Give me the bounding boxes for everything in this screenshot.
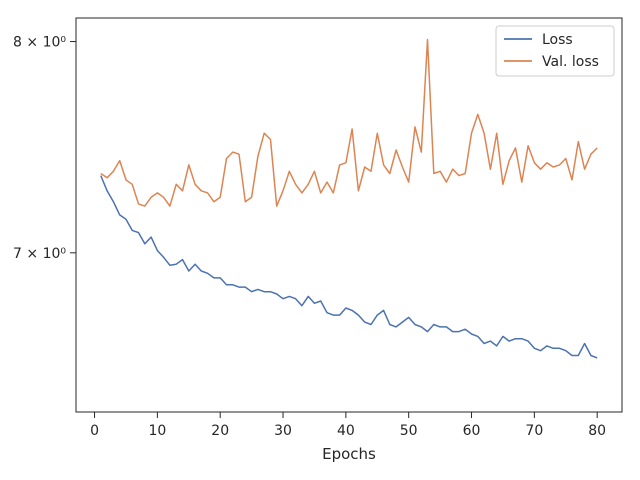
x-tick-label: 60 (463, 423, 481, 439)
x-tick-label: 10 (148, 423, 166, 439)
legend-label-1: Loss (542, 32, 573, 48)
series-layer (100, 38, 598, 359)
x-tick-label: 70 (525, 423, 543, 439)
legend-label-2: Val. loss (542, 54, 599, 70)
y-tick-label: 8 × 10⁰ (13, 35, 66, 51)
x-tick-label: 80 (588, 423, 606, 439)
x-tick-label: 30 (274, 423, 292, 439)
series-line-1 (100, 175, 598, 359)
legend: Loss Val. loss (495, 25, 615, 77)
x-axis-label: Epochs (322, 445, 376, 463)
x-axis: 0 10 20 30 40 50 60 70 80 (90, 412, 606, 439)
x-tick-label: 50 (400, 423, 418, 439)
y-axis: 7 × 10⁰ 8 × 10⁰ (13, 35, 76, 262)
x-tick-label: 20 (211, 423, 229, 439)
plot-frame (75, 17, 623, 413)
series-line-2 (100, 38, 598, 207)
y-tick-label: 7 × 10⁰ (13, 246, 66, 262)
x-tick-label: 0 (90, 423, 99, 439)
x-tick-label: 40 (337, 423, 355, 439)
